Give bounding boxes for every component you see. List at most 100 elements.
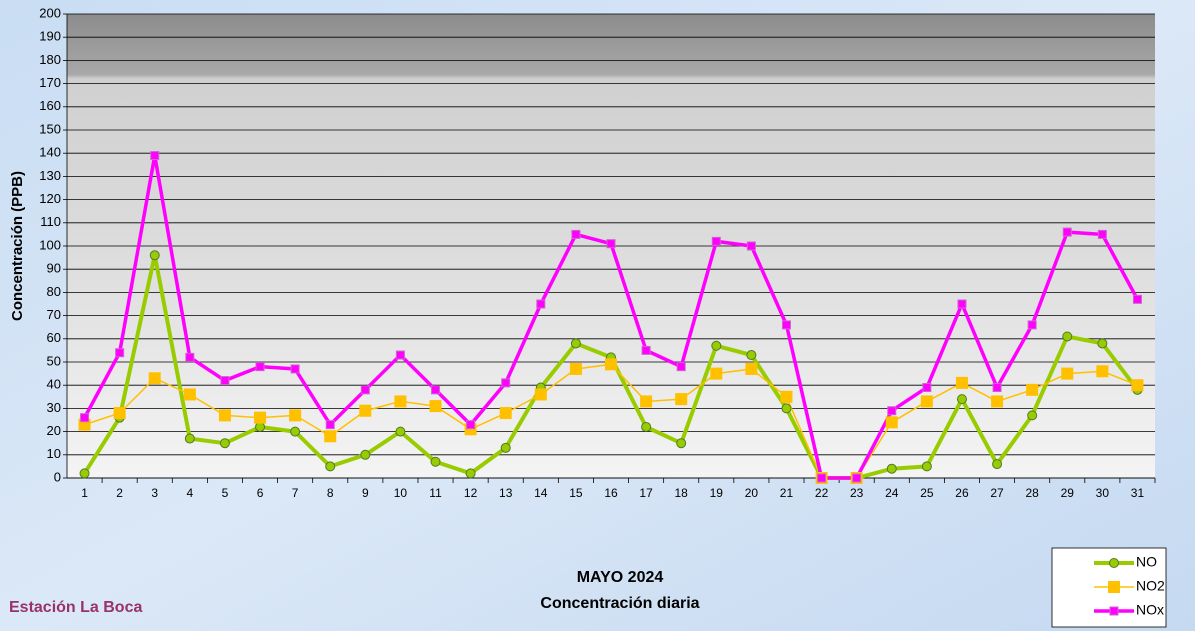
x-tick-label: 20 [745, 486, 759, 500]
marker [677, 439, 686, 448]
marker [502, 379, 510, 387]
marker [677, 363, 685, 371]
marker [116, 349, 124, 357]
marker [396, 427, 405, 436]
marker [1063, 332, 1072, 341]
marker [746, 363, 757, 374]
marker [571, 339, 580, 348]
x-tick-label: 29 [1061, 486, 1075, 500]
y-tick-label: 100 [39, 237, 61, 252]
marker [642, 346, 650, 354]
marker [326, 462, 335, 471]
legend-label: NOx [1136, 602, 1164, 618]
marker [114, 408, 125, 419]
marker [537, 300, 545, 308]
marker [570, 363, 581, 374]
marker [1028, 411, 1037, 420]
marker [149, 373, 160, 384]
marker [431, 457, 440, 466]
marker [1027, 384, 1038, 395]
marker [958, 300, 966, 308]
marker [80, 469, 89, 478]
x-tick-label: 22 [815, 486, 829, 500]
marker [957, 395, 966, 404]
marker [1132, 380, 1143, 391]
marker [256, 363, 264, 371]
station-label: Estación La Boca [9, 599, 142, 616]
y-tick-label: 180 [39, 52, 61, 67]
marker [430, 401, 441, 412]
marker [219, 410, 230, 421]
marker [1098, 339, 1107, 348]
marker [641, 396, 652, 407]
marker [325, 431, 336, 442]
y-tick-label: 30 [47, 400, 61, 415]
marker [818, 474, 826, 482]
marker [711, 368, 722, 379]
marker [606, 359, 617, 370]
marker [81, 414, 89, 422]
marker [501, 443, 510, 452]
marker [326, 421, 334, 429]
x-tick-label: 6 [257, 486, 264, 500]
chart-subtitle: Concentración diaria [540, 595, 699, 612]
y-tick-label: 170 [39, 75, 61, 90]
marker [150, 251, 159, 260]
marker [993, 384, 1001, 392]
y-tick-label: 130 [39, 168, 61, 183]
marker [1133, 295, 1141, 303]
marker [676, 394, 687, 405]
marker [467, 421, 475, 429]
y-tick-label: 0 [54, 469, 61, 484]
marker [782, 321, 790, 329]
marker [291, 365, 299, 373]
x-tick-label: 8 [327, 486, 334, 500]
y-tick-label: 140 [39, 145, 61, 160]
marker [747, 242, 755, 250]
y-tick-label: 160 [39, 98, 61, 113]
marker [151, 152, 159, 160]
y-tick-label: 190 [39, 29, 61, 44]
x-tick-label: 18 [675, 486, 689, 500]
chart: MAYO 2024 Concentración diaria Estación … [0, 0, 1195, 631]
y-tick-label: 120 [39, 191, 61, 206]
y-tick-label: 40 [47, 377, 61, 392]
x-tick-label: 12 [464, 486, 478, 500]
y-tick-label: 10 [47, 446, 61, 461]
marker [887, 464, 896, 473]
y-tick-label: 70 [47, 307, 61, 322]
marker [921, 396, 932, 407]
marker [923, 384, 931, 392]
x-tick-label: 2 [116, 486, 123, 500]
marker [572, 230, 580, 238]
marker [607, 240, 615, 248]
y-tick-label: 60 [47, 330, 61, 345]
y-tick-label: 90 [47, 261, 61, 276]
marker [781, 391, 792, 402]
marker [396, 351, 404, 359]
x-tick-label: 17 [639, 486, 653, 500]
y-tick-label: 50 [47, 353, 61, 368]
marker [186, 353, 194, 361]
marker [361, 450, 370, 459]
y-tick-label: 150 [39, 121, 61, 136]
x-tick-label: 1 [81, 486, 88, 500]
x-tick-label: 30 [1096, 486, 1110, 500]
marker [185, 434, 194, 443]
legend-label: NO [1136, 554, 1157, 570]
marker [993, 460, 1002, 469]
marker [782, 404, 791, 413]
x-tick-label: 15 [569, 486, 583, 500]
marker [432, 386, 440, 394]
marker [642, 422, 651, 431]
x-tick-label: 24 [885, 486, 899, 500]
marker [1028, 321, 1036, 329]
x-tick-label: 19 [710, 486, 724, 500]
x-tick-label: 21 [780, 486, 794, 500]
marker [922, 462, 931, 471]
chart-title: MAYO 2024 [577, 569, 664, 586]
marker [853, 474, 861, 482]
y-tick-label: 110 [40, 214, 61, 229]
marker [1062, 368, 1073, 379]
marker [221, 377, 229, 385]
